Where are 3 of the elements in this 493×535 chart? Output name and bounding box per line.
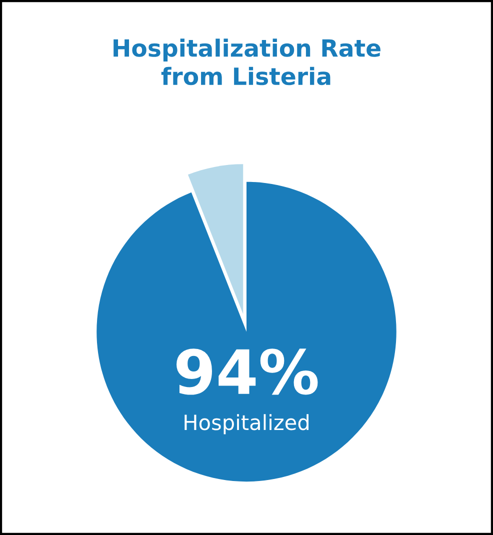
slice-label: Hospitalized [184,414,308,434]
data-label: 94% [176,348,318,395]
chart-title: Hospitalization Rate from Listeria [114,38,380,86]
